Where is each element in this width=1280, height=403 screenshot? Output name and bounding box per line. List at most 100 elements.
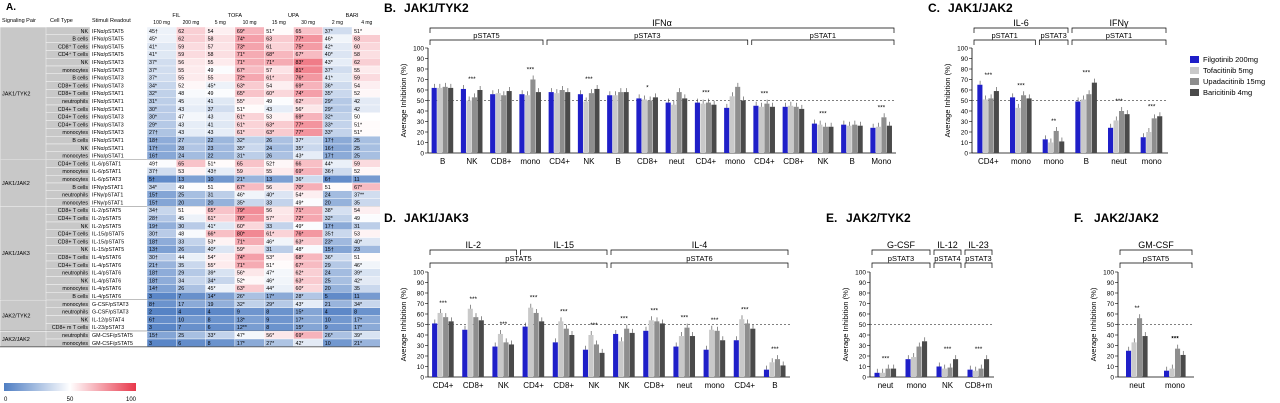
readout-label: pSTAT6	[686, 254, 712, 263]
heatmap-value: 35*	[296, 146, 304, 152]
legend-label: Filgotinib 200mg	[1203, 55, 1258, 64]
heatmap-value: 55	[354, 68, 360, 74]
heatmap-value: 15*	[296, 325, 304, 331]
chart-title: JAK2/TYK2	[846, 211, 911, 225]
significance-marker: ***	[681, 315, 689, 322]
heatmap-value: 6†	[325, 177, 331, 183]
bar	[552, 342, 558, 377]
bar	[613, 333, 619, 377]
heatmap-value: 56	[266, 208, 272, 214]
drug-header: FIL	[172, 13, 180, 19]
significance-marker: ***	[985, 72, 993, 79]
heatmap-value: 29	[178, 271, 184, 277]
heatmap-value: 53	[266, 115, 272, 121]
heatmap-value: 32*	[149, 91, 157, 97]
heatmap-value: 70*	[296, 185, 304, 191]
heatmap-value: 33*	[208, 333, 216, 339]
heatmap-value: 51*	[354, 122, 362, 128]
heatmap-value: 6	[208, 325, 211, 331]
stimulus-label: IL-6	[1013, 18, 1029, 28]
y-tick-label: 10	[417, 140, 425, 147]
bar	[618, 92, 624, 153]
heatmap-value: 34	[178, 278, 184, 284]
bar	[870, 127, 876, 153]
heatmap-value: 56	[178, 60, 184, 66]
cell-type-label: CD4+ T cells	[58, 115, 89, 121]
bar	[942, 368, 948, 377]
readout-bracket	[1119, 262, 1193, 268]
heatmap-value: 24	[266, 146, 272, 152]
heatmap-value: 61*	[266, 76, 274, 82]
heatmap-value: 56	[266, 185, 272, 191]
heatmap-value: 34*	[354, 302, 362, 308]
readout-background	[90, 206, 147, 300]
x-tick-label: CD8+	[637, 157, 658, 166]
readout-label: pSTAT1	[991, 31, 1017, 40]
bar	[1059, 141, 1065, 153]
heatmap-value: 49	[354, 216, 360, 222]
significance-marker: ***	[469, 296, 477, 303]
heatmap-value: 67*	[296, 52, 304, 58]
bar	[467, 308, 473, 377]
heatmap-value: 59	[354, 161, 360, 167]
heatmap-value: 77*	[296, 37, 304, 43]
significance-marker: ***	[468, 76, 476, 83]
bar	[978, 368, 984, 377]
readout-bracket	[1038, 39, 1069, 45]
heatmap-value: 57	[208, 44, 214, 50]
y-axis-label: Average Inhibition (%)	[399, 287, 408, 361]
bar	[654, 321, 660, 377]
cell-type-label: NK	[81, 60, 89, 66]
heatmap-value: 63*	[266, 122, 274, 128]
heatmap-value: 58	[208, 37, 214, 43]
heatmap-value: 35	[354, 200, 360, 206]
heatmap-value: 71*	[296, 208, 304, 214]
bar	[1140, 137, 1146, 153]
bar	[533, 312, 539, 377]
heatmap-value: 45†	[149, 29, 158, 35]
bar	[984, 359, 990, 377]
bar	[594, 88, 600, 153]
heatmap-value: 8	[208, 341, 211, 347]
heatmap-value: 60*	[237, 224, 245, 230]
readout-label: IFNα/pSTAT5	[92, 44, 124, 50]
x-tick-label: B	[849, 157, 854, 166]
heatmap-value: 65	[296, 29, 302, 35]
cell-type-label: CD4⁺ T cells	[58, 52, 88, 58]
bar	[1119, 111, 1125, 153]
color-scale-bar	[4, 383, 136, 391]
heatmap-value: 8†	[149, 302, 155, 308]
heatmap-value: 52	[354, 169, 360, 175]
bar	[554, 93, 560, 153]
cell-type-label: CD8+ T cells	[58, 83, 89, 89]
heatmap-value: 34*	[208, 278, 216, 284]
heatmap-value: 40*	[325, 52, 333, 58]
readout-label: IL-2/pSTAT5	[92, 216, 121, 222]
bar	[735, 86, 741, 153]
x-tick-label: CD8+	[783, 157, 804, 166]
y-tick-label: 90	[859, 280, 867, 287]
heatmap-value: 42*	[296, 341, 304, 347]
heatmap-value: 27	[178, 138, 184, 144]
x-tick-label: NK	[588, 381, 600, 390]
heatmap-value: 24	[325, 271, 331, 277]
cell-type-label: NK	[81, 224, 89, 230]
heatmap-value: 44	[178, 255, 184, 261]
heatmap-value: 3	[149, 294, 152, 300]
heatmap-value: 16†	[325, 146, 334, 152]
heatmap-value: 17†	[325, 224, 334, 230]
heatmap-value: 40*	[266, 193, 274, 199]
bar	[782, 106, 788, 153]
heatmap-value: 8	[354, 310, 357, 316]
bar	[588, 335, 594, 377]
heatmap-value: 61*	[237, 115, 245, 121]
y-tick-label: 70	[859, 301, 867, 308]
bar	[733, 340, 739, 377]
readout-bracket	[973, 39, 1036, 45]
bar	[891, 368, 897, 377]
dose-header: 10 mg	[243, 20, 257, 26]
heatmap-value: 34†	[149, 208, 158, 214]
heatmap-value: 9	[266, 317, 269, 323]
heatmap-value: 49*	[296, 200, 304, 206]
significance-marker: ***	[819, 111, 827, 118]
